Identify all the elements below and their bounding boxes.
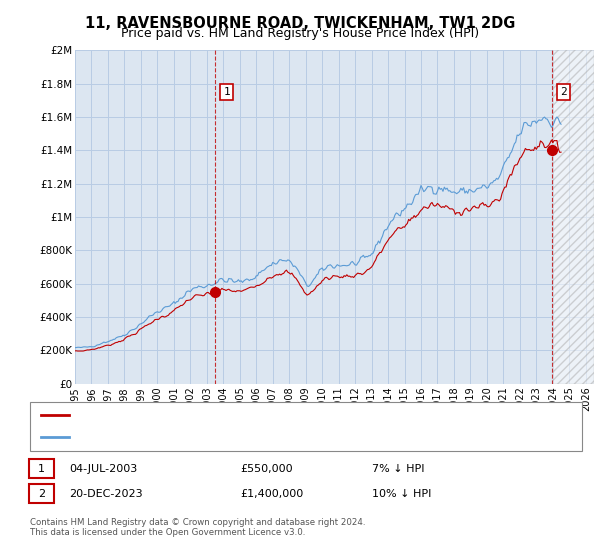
Bar [553, 50, 594, 384]
Text: 1: 1 [223, 87, 230, 97]
Text: 20-DEC-2023: 20-DEC-2023 [69, 489, 143, 499]
Text: 04-JUL-2003: 04-JUL-2003 [69, 464, 137, 474]
Text: 10% ↓ HPI: 10% ↓ HPI [372, 489, 431, 499]
Text: 2: 2 [560, 87, 567, 97]
Text: HPI: Average price, detached house, Richmond upon Thames: HPI: Average price, detached house, Rich… [75, 432, 380, 442]
Text: Price paid vs. HM Land Registry's House Price Index (HPI): Price paid vs. HM Land Registry's House … [121, 27, 479, 40]
Text: £1,400,000: £1,400,000 [240, 489, 303, 499]
Text: 11, RAVENSBOURNE ROAD, TWICKENHAM, TW1 2DG: 11, RAVENSBOURNE ROAD, TWICKENHAM, TW1 2… [85, 16, 515, 31]
Text: £550,000: £550,000 [240, 464, 293, 474]
Text: 1: 1 [38, 464, 45, 474]
Text: 7% ↓ HPI: 7% ↓ HPI [372, 464, 425, 474]
Text: 11, RAVENSBOURNE ROAD, TWICKENHAM, TW1 2DG (detached house): 11, RAVENSBOURNE ROAD, TWICKENHAM, TW1 2… [75, 410, 428, 421]
Text: Contains HM Land Registry data © Crown copyright and database right 2024.
This d: Contains HM Land Registry data © Crown c… [30, 518, 365, 538]
Text: 2: 2 [38, 489, 45, 499]
